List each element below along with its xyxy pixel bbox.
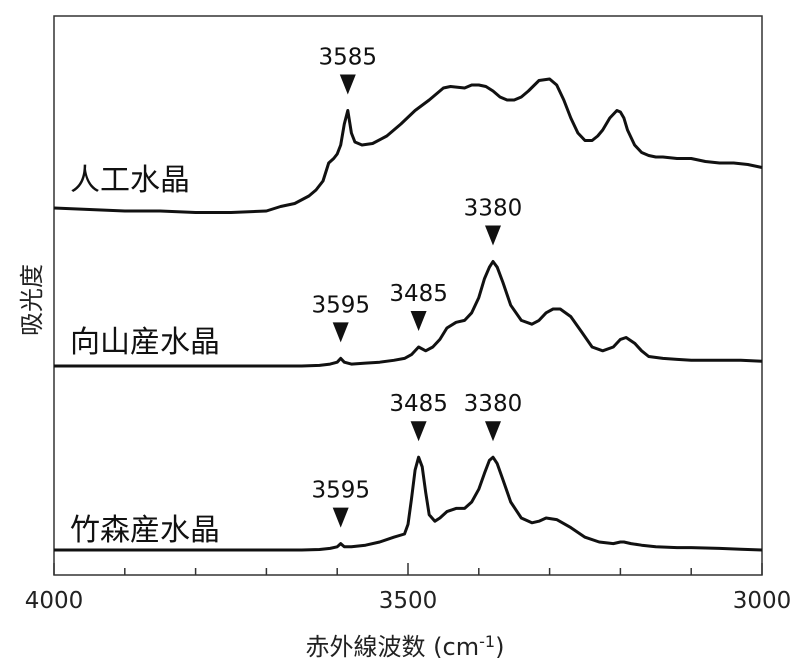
x-axis-label-sup: -1	[479, 632, 495, 651]
x-axis-label-tail: )	[495, 633, 504, 661]
annotation-layer: 3585 3595 3485 3380 3595 3485 3380	[311, 45, 522, 528]
x-axis-label-main: 赤外線波数 (cm	[306, 633, 480, 661]
tick-layer: 4000 3500 3000	[25, 563, 792, 614]
peak-marker	[410, 421, 427, 442]
peak-marker	[410, 311, 427, 331]
peak-marker	[332, 507, 349, 528]
x-tick-label: 3000	[733, 588, 792, 614]
x-axis-label: 赤外線波数 (cm-1)	[306, 632, 505, 661]
x-tick-label: 3500	[379, 588, 438, 614]
series-line-3	[54, 455, 763, 552]
peak-label: 3585	[319, 45, 378, 71]
series-label-2: 向山産水晶	[70, 325, 220, 360]
peak-label: 3595	[311, 292, 370, 318]
peak-marker	[339, 74, 356, 95]
peak-label: 3595	[311, 478, 370, 504]
series-line-2	[54, 260, 763, 368]
peak-label: 3380	[464, 391, 523, 417]
series-label-1: 人工水晶	[70, 163, 190, 198]
peak-marker	[332, 322, 349, 343]
peak-label: 3485	[389, 281, 448, 307]
x-tick-label: 4000	[25, 588, 84, 614]
peak-marker	[485, 421, 501, 442]
peak-marker	[485, 225, 501, 246]
y-axis-label: 吸光度	[18, 264, 46, 336]
peak-label: 3485	[389, 391, 448, 417]
series-line-1	[53, 77, 763, 214]
peak-label: 3380	[464, 196, 523, 222]
series-label-3: 竹森産水晶	[70, 513, 220, 548]
